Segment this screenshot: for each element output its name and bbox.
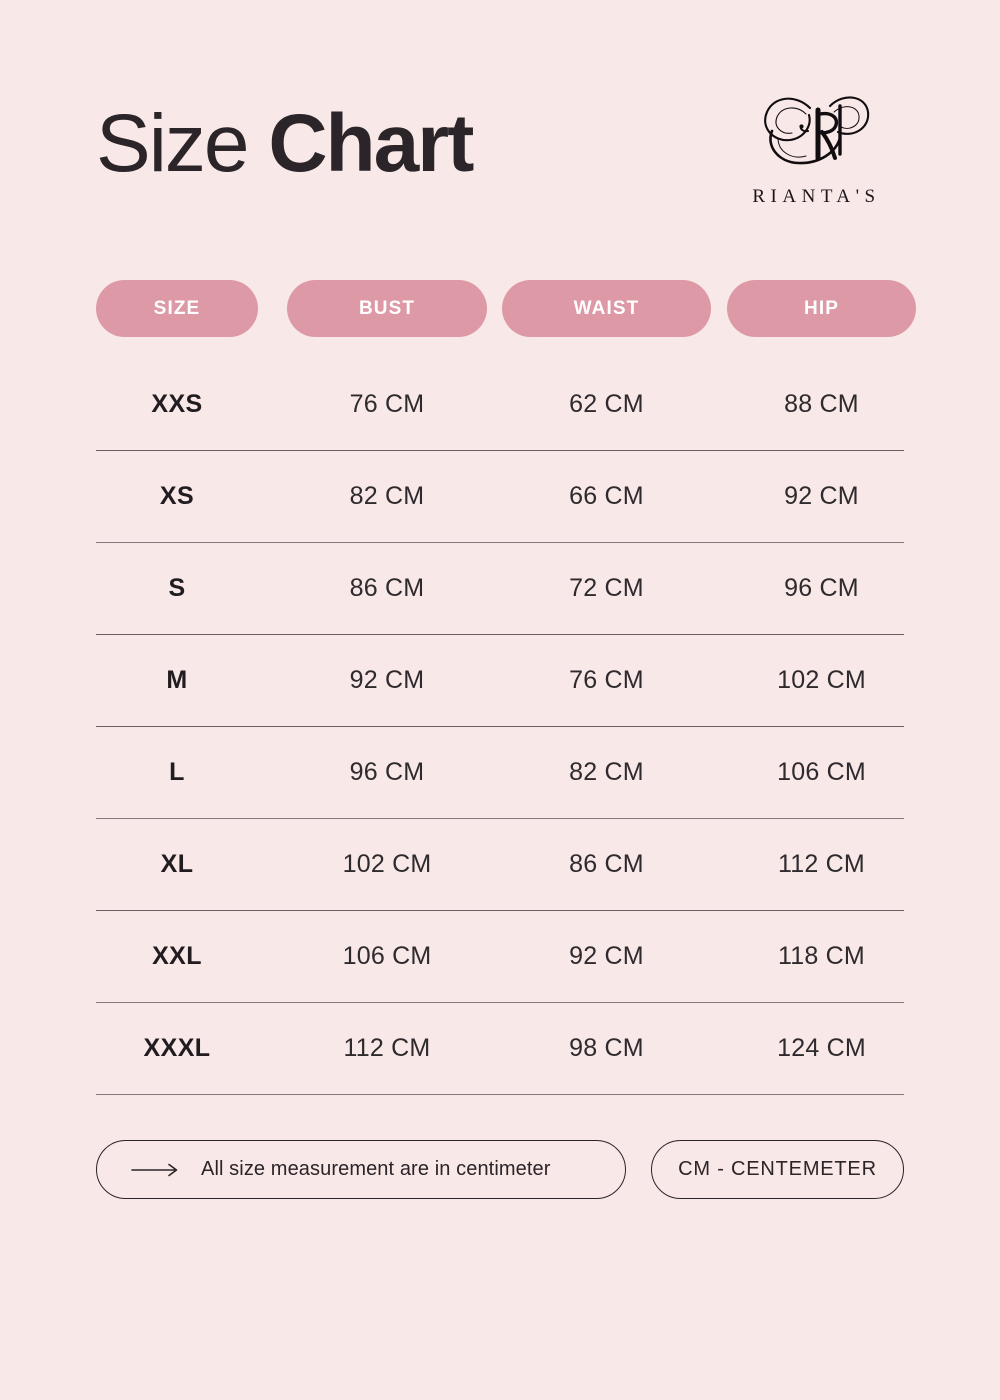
cell-waist: 66 CM — [569, 482, 644, 510]
cell-hip: 102 CM — [777, 666, 866, 694]
cell-waist: 82 CM — [569, 758, 644, 786]
row-divider — [96, 910, 904, 911]
size-table: SIZE BUST WAIST HIP XXS 76 CM 62 CM 88 C… — [96, 280, 916, 1095]
cell-size: XXL — [152, 942, 202, 970]
cell-waist: 98 CM — [569, 1034, 644, 1062]
table-row: XL 102 CM 86 CM 112 CM — [96, 819, 904, 910]
table-header-row: SIZE BUST WAIST HIP — [96, 280, 916, 337]
table-row: S 86 CM 72 CM 96 CM — [96, 543, 904, 634]
cell-hip: 92 CM — [784, 482, 859, 510]
cell-hip: 88 CM — [784, 390, 859, 418]
cell-size: XS — [159, 482, 195, 510]
page-header: Size Chart — [96, 96, 904, 226]
row-divider — [96, 818, 904, 819]
cell-size: XL — [160, 850, 194, 878]
cell-waist: 72 CM — [569, 574, 644, 602]
cell-bust: 102 CM — [342, 850, 432, 878]
column-header-hip: HIP — [727, 280, 916, 337]
table-row: XXL 106 CM 92 CM 118 CM — [96, 911, 904, 1002]
cell-hip: 118 CM — [778, 942, 865, 970]
cell-waist: 86 CM — [569, 850, 644, 878]
table-row: XS 82 CM 66 CM 92 CM — [96, 451, 904, 542]
row-divider — [96, 450, 904, 451]
cell-hip: 96 CM — [784, 574, 859, 602]
cell-waist: 62 CM — [569, 390, 644, 418]
cell-bust: 82 CM — [349, 482, 425, 510]
cell-hip: 112 CM — [778, 850, 865, 878]
table-row: M 92 CM 76 CM 102 CM — [96, 635, 904, 726]
arrow-right-icon — [131, 1163, 178, 1176]
cell-hip: 124 CM — [777, 1034, 866, 1062]
unit-legend-badge: CM - CENTEMETER — [651, 1140, 904, 1199]
cell-size: M — [166, 666, 188, 694]
row-divider — [96, 726, 904, 727]
cell-size: XXXL — [143, 1034, 211, 1062]
row-divider — [96, 1094, 904, 1095]
table-row: XXXL 112 CM 98 CM 124 CM — [96, 1003, 904, 1094]
column-header-bust: BUST — [287, 280, 487, 337]
cell-waist: 92 CM — [569, 942, 644, 970]
unit-legend-text: CM - CENTEMETER — [678, 1158, 877, 1180]
brand-logo: RIANTA'S — [724, 84, 904, 224]
measurement-note-badge: All size measurement are in centimeter — [96, 1140, 626, 1199]
row-divider — [96, 542, 904, 543]
cell-size: L — [169, 758, 185, 786]
table-row: XXS 76 CM 62 CM 88 CM — [96, 359, 904, 450]
page-title-light: Size — [96, 98, 250, 189]
cell-waist: 76 CM — [569, 666, 644, 694]
cell-bust: 76 CM — [349, 390, 425, 418]
page-title-space — [248, 98, 269, 189]
cell-size: S — [168, 574, 186, 602]
footer: All size measurement are in centimeter C… — [96, 1140, 904, 1199]
cell-bust: 96 CM — [349, 758, 425, 786]
cell-bust: 92 CM — [349, 666, 425, 694]
cell-bust: 112 CM — [343, 1034, 431, 1062]
cell-hip: 106 CM — [777, 758, 866, 786]
brand-name: RIANTA'S — [752, 186, 881, 207]
page-title: Size Chart — [96, 96, 474, 192]
row-divider — [96, 634, 904, 635]
cell-bust: 86 CM — [349, 574, 425, 602]
column-header-waist: WAIST — [502, 280, 711, 337]
header-body-spacer — [96, 337, 904, 359]
cell-bust: 106 CM — [342, 942, 432, 970]
measurement-note-text: All size measurement are in centimeter — [201, 1158, 551, 1180]
page-title-bold: Chart — [268, 98, 474, 189]
column-header-size: SIZE — [96, 280, 258, 337]
rianta-monogram-icon — [764, 96, 870, 165]
cell-size: XXS — [151, 390, 203, 418]
table-row: L 96 CM 82 CM 106 CM — [96, 727, 904, 818]
row-divider — [96, 1002, 904, 1003]
